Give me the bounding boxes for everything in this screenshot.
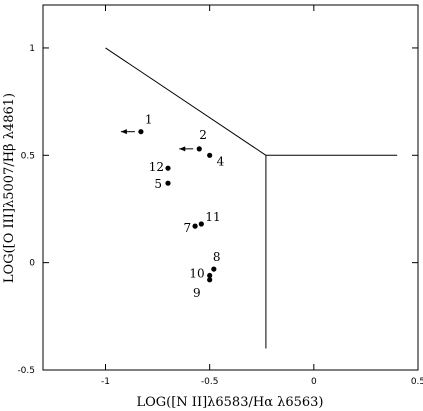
data-point-2 [196, 146, 202, 152]
axis-ticks [43, 5, 419, 371]
point-label-12: 12 [149, 160, 164, 174]
x-axis-label: LOG([N II]λ6583/Hα λ6563) [136, 395, 323, 410]
data-point-7 [192, 223, 198, 229]
point-label-5: 5 [154, 177, 162, 191]
point-label-7: 7 [183, 221, 191, 235]
y-tick-label: 0 [29, 259, 35, 269]
limit-arrow-head [120, 129, 127, 135]
x-tick-label: 0.5 [411, 377, 423, 387]
point-label-11: 11 [205, 210, 220, 224]
point-label-1: 1 [145, 113, 153, 127]
data-point-4 [207, 152, 213, 158]
y-tick-label: 0.5 [21, 151, 35, 161]
data-point-1 [138, 129, 144, 135]
point-label-10: 10 [189, 267, 204, 281]
x-tick-label: -1 [101, 377, 110, 387]
x-tick-label: 0 [311, 377, 317, 387]
y-axis-label: LOG([O III]λ5007/Hβ λ4861) [2, 93, 17, 283]
x-tick-label: -0.5 [201, 377, 219, 387]
data-point-5 [165, 180, 171, 186]
point-label-4: 4 [217, 154, 225, 168]
data-point-10 [207, 272, 213, 279]
data-point-11 [198, 221, 204, 227]
classification-boundaries [105, 47, 398, 349]
y-tick-label: 1 [29, 44, 35, 54]
point-label-8: 8 [213, 250, 221, 264]
limit-arrow-head [179, 146, 186, 152]
data-point-8 [211, 266, 217, 272]
point-label-9: 9 [193, 286, 201, 300]
point-label-2: 2 [199, 128, 207, 142]
y-tick-label: -0.5 [17, 366, 35, 376]
data-point-12 [165, 165, 171, 171]
axis-tick-labels: -1 -0.5 0 0.5 -0.5 0 0.5 1 [17, 44, 423, 387]
boundary-line [105, 47, 267, 156]
plot-frame [42, 4, 419, 371]
data-point-9 [207, 277, 213, 283]
